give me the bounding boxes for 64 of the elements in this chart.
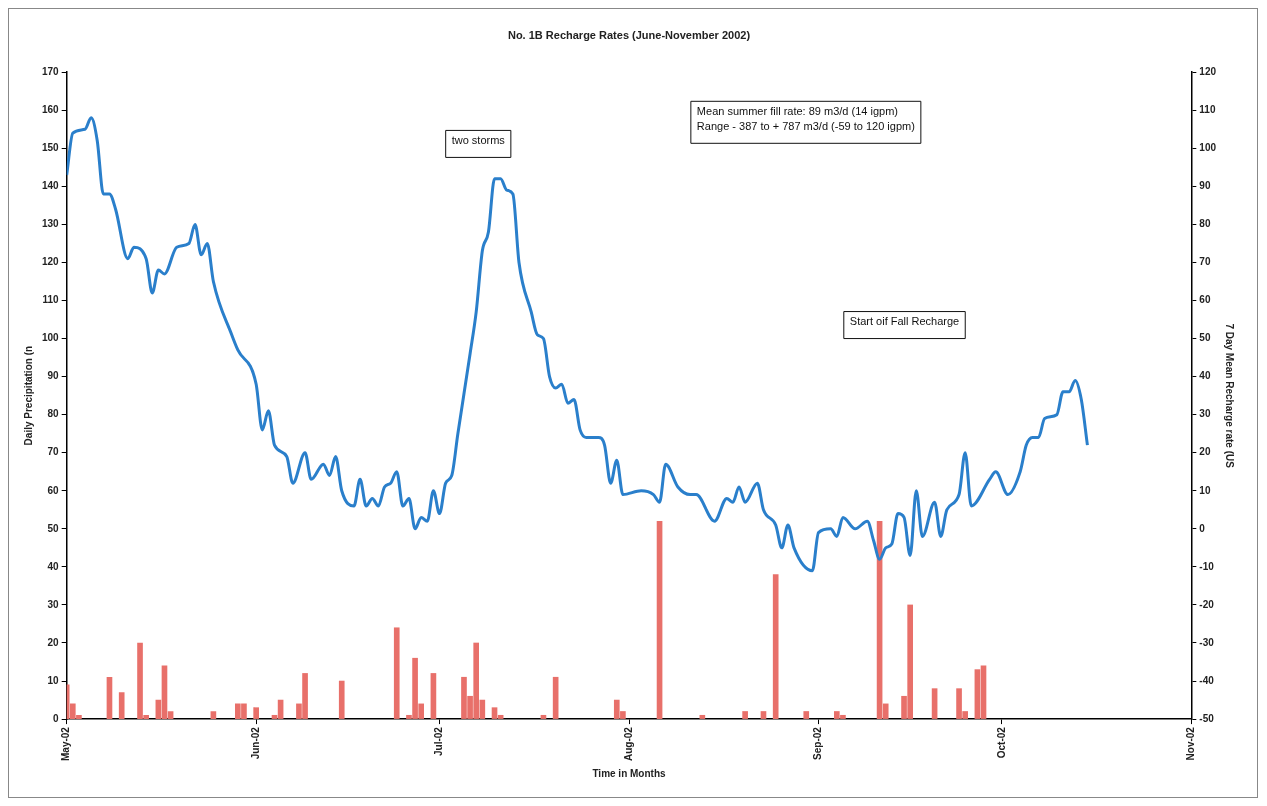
y2-tick-label: 120 (1199, 65, 1217, 77)
y-tick-label: 110 (42, 294, 60, 306)
bar (742, 711, 748, 719)
y2-tick-label: 0 (1199, 522, 1206, 534)
y-tick-label: 30 (47, 598, 60, 610)
y2-tick-label: 110 (1199, 104, 1216, 115)
bar (338, 680, 345, 719)
y-tick-label: 60 (47, 484, 60, 496)
y2-tick-label: -20 (1199, 598, 1215, 610)
y2-axis-title: 7 Day Mean Recharge rate (US (1224, 323, 1236, 469)
y-tick-label: 90 (47, 370, 60, 382)
y-tick-label: 80 (47, 408, 60, 420)
y2-tick-label: 10 (1199, 484, 1211, 496)
annotation: Range - 387 to + 787 m3/d (-59 to 120 igpm) (696, 119, 915, 132)
bar (803, 711, 810, 719)
y2-tick-label: 30 (1199, 408, 1211, 420)
x-tick-label: Aug-02 (622, 726, 634, 761)
y2-tick-label: -10 (1199, 560, 1215, 572)
y2-tick-label: 100 (1199, 142, 1217, 154)
annotation: Start oif Fall Recharge (849, 315, 960, 328)
chart-title: No. 1B Recharge Rates (June-November 2002) (507, 28, 751, 41)
y-tick-label: 20 (47, 636, 60, 648)
y2-tick-label: 70 (1199, 256, 1211, 268)
y2-tick-label: -30 (1199, 636, 1215, 648)
y2-tick-label: 20 (1199, 446, 1211, 458)
y-tick-label: 150 (42, 142, 60, 154)
x-tick-label: Sep-02 (812, 726, 824, 760)
annotation: two storms (451, 133, 506, 146)
y2-tick-label: 60 (1199, 294, 1211, 306)
x-tick-label: May-02 (60, 726, 72, 761)
bar (210, 711, 217, 719)
y-tick-label: 170 (42, 65, 60, 77)
bar (540, 714, 547, 719)
y-tick-label: 130 (42, 218, 60, 230)
y-tick-label: 0 (53, 712, 60, 724)
x-tick-label: Jul-02 (433, 726, 445, 756)
y-tick-label: 100 (42, 332, 60, 344)
x-tick-label: Oct-02 (995, 726, 1007, 759)
bar (699, 714, 706, 719)
bar (253, 707, 259, 719)
x-axis-title: Time in Months (592, 767, 667, 779)
y-tick-label: 50 (47, 522, 60, 534)
bar (760, 711, 767, 719)
y-tick-label: 40 (47, 560, 60, 572)
y-tick-label: 70 (47, 446, 60, 458)
y2-tick-label: 90 (1199, 180, 1211, 192)
annotation: Mean summer fill rate: 89 m3/d (14 igpm) (696, 104, 898, 117)
bar (772, 574, 779, 719)
y-tick-label: 160 (42, 104, 60, 115)
y-tick-label: 10 (47, 674, 60, 686)
y2-tick-label: 40 (1199, 370, 1211, 382)
line-series (66, 116, 1089, 573)
y-tick-label: 120 (42, 256, 60, 268)
y-axis-title: Daily Precipitation (n (22, 345, 34, 446)
y2-tick-label: -50 (1199, 712, 1215, 724)
bar (393, 627, 400, 719)
y2-tick-label: 80 (1199, 218, 1211, 230)
x-tick-label: Nov-02 (1185, 726, 1197, 761)
bar (118, 692, 125, 719)
y2-tick-label: -40 (1199, 674, 1215, 686)
y-tick-label: 140 (42, 180, 60, 192)
y2-tick-label: 50 (1199, 332, 1211, 344)
bar (931, 688, 938, 719)
x-tick-label: Jun-02 (249, 726, 261, 760)
